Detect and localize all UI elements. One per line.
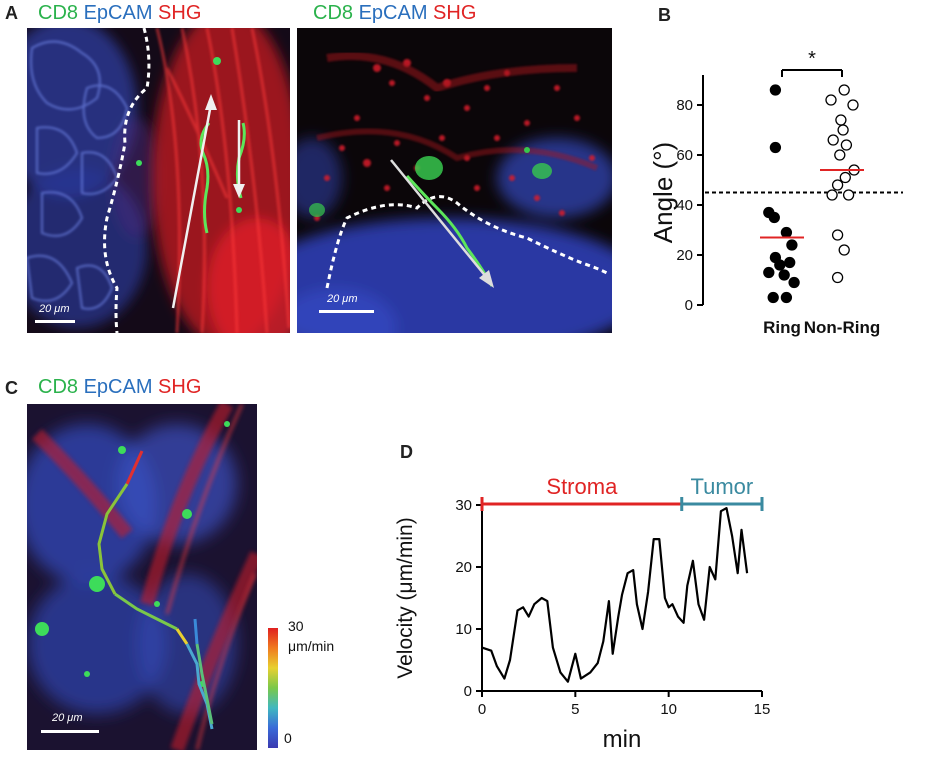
panel-c-legend: CD8 EpCAM SHG — [38, 376, 201, 399]
colorbar-unit-label: μm/min — [288, 638, 335, 654]
legend-epcam: EpCAM — [83, 376, 153, 398]
data-point — [831, 179, 844, 191]
y-tick-label: 30 — [455, 497, 472, 514]
scale-bar-label: 20 μm — [39, 303, 70, 315]
x-tick-label: 0 — [478, 701, 486, 718]
category-label: Non-Ring — [804, 318, 880, 337]
data-point — [780, 226, 793, 239]
panel-a-right-legend: CD8 EpCAM SHG — [313, 2, 476, 25]
scale-bar-label: 20 μm — [52, 712, 83, 724]
data-point — [788, 276, 800, 289]
colorbar-min-label: 0 — [284, 730, 292, 746]
y-tick-label: 10 — [455, 621, 472, 638]
data-point — [835, 114, 847, 126]
data-point — [838, 84, 850, 96]
data-point — [763, 266, 775, 279]
data-point — [769, 141, 782, 154]
x-axis-label: min — [603, 726, 642, 753]
x-tick-label: 10 — [660, 701, 677, 718]
micrograph-c: 20 μm — [27, 404, 257, 750]
scale-bar-label: 20 μm — [327, 293, 358, 305]
legend-cd8: CD8 — [313, 2, 354, 24]
y-tick-label: 40 — [676, 197, 693, 214]
panel-label-d: D — [400, 442, 413, 462]
colorbar-max-label: 30 — [288, 618, 304, 634]
stroma-label: Stroma — [546, 474, 618, 499]
data-point — [769, 84, 782, 96]
legend-epcam: EpCAM — [358, 2, 428, 24]
panel-label-c: C — [5, 378, 18, 398]
velocity-line — [481, 506, 749, 683]
data-point — [842, 189, 855, 201]
y-tick-label: 20 — [676, 247, 693, 264]
panel-label-a: A — [5, 3, 18, 23]
chart-d: 0 10 20 30 0 5 10 15 min Velocity (μm/min) Stroma T… — [394, 474, 771, 753]
data-point — [847, 99, 859, 111]
data-point — [839, 171, 851, 184]
data-point — [838, 244, 850, 256]
legend-shg: SHG — [158, 2, 202, 24]
data-point — [840, 139, 853, 151]
panel-label-b: B — [658, 5, 671, 25]
y-axis-label: Velocity (μm/min) — [394, 517, 417, 678]
chart-b: 0 20 40 60 80 Angle (°) Ring Non-Ring * — [648, 48, 903, 337]
data-point — [774, 259, 786, 271]
data-point — [837, 124, 849, 136]
y-tick-label: 0 — [464, 683, 472, 700]
legend-cd8: CD8 — [38, 2, 79, 24]
y-tick-label: 60 — [676, 147, 693, 164]
data-point — [768, 211, 780, 224]
micrograph-a-left: 20 μm — [27, 28, 290, 333]
velocity-colorbar — [268, 628, 278, 748]
tumor-label: Tumor — [690, 474, 753, 499]
data-point — [784, 256, 796, 269]
data-point — [786, 239, 798, 251]
category-label: Ring — [763, 318, 801, 337]
panel-a-left-legend: CD8 EpCAM SHG — [38, 2, 201, 25]
legend-epcam: EpCAM — [83, 2, 153, 24]
data-point — [767, 291, 779, 304]
micrograph-a-right: 20 μm — [297, 28, 612, 333]
data-point — [780, 291, 793, 304]
significance-marker: * — [808, 48, 816, 70]
data-point — [827, 134, 839, 146]
micrograph-c-image — [27, 404, 257, 750]
y-axis-label: Angle (°) — [648, 142, 678, 243]
x-tick-label: 15 — [754, 701, 771, 718]
micrograph-a-left-image — [27, 28, 290, 333]
y-tick-label: 0 — [685, 297, 693, 314]
micrograph-a-right-image — [297, 28, 612, 333]
data-point — [831, 271, 844, 284]
y-tick-label: 20 — [455, 559, 472, 576]
y-tick-label: 80 — [676, 97, 693, 114]
data-point — [831, 229, 844, 241]
data-point — [826, 189, 838, 201]
data-point — [825, 94, 837, 106]
legend-shg: SHG — [433, 2, 477, 24]
x-tick-label: 5 — [571, 701, 579, 718]
legend-shg: SHG — [158, 376, 202, 398]
data-point — [834, 149, 846, 161]
data-point — [778, 269, 790, 281]
legend-cd8: CD8 — [38, 376, 79, 398]
